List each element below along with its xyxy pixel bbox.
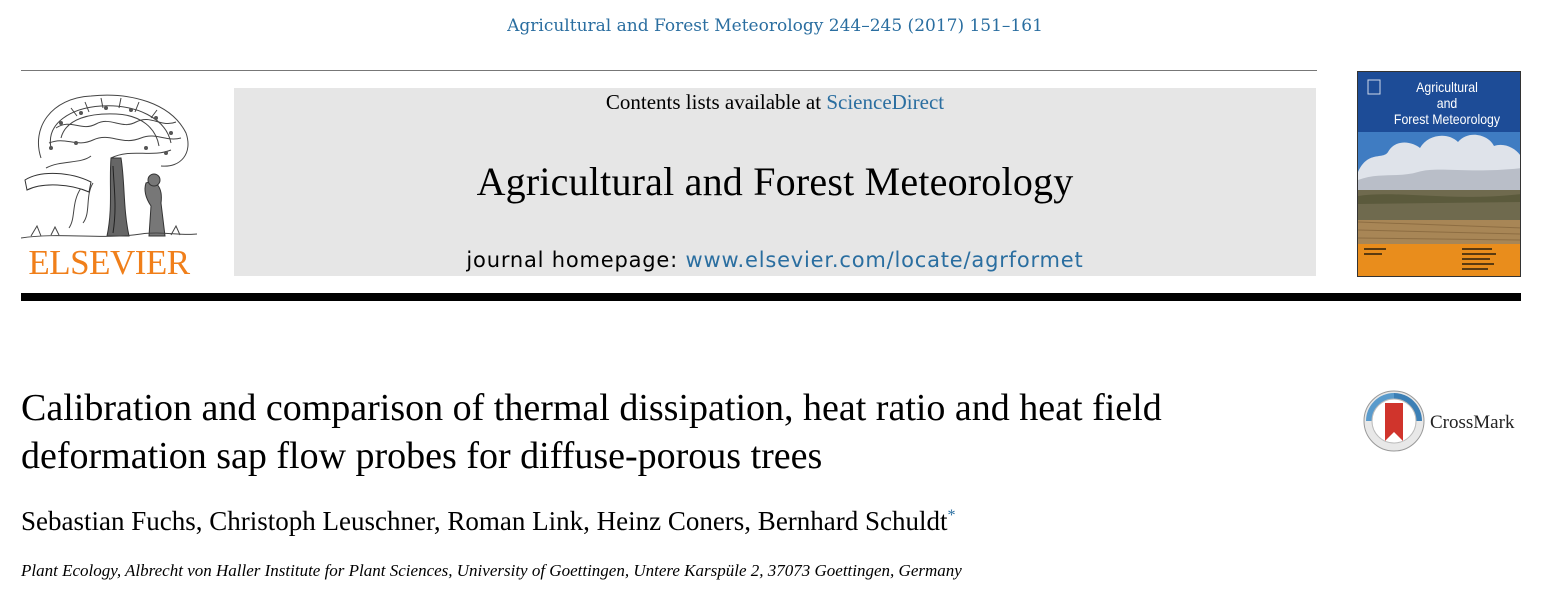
cover-title: Agricultural and Forest Meteorology [1381, 79, 1513, 127]
journal-header: Contents lists available at ScienceDirec… [234, 88, 1316, 276]
sciencedirect-link[interactable]: ScienceDirect [826, 90, 945, 114]
journal-citation[interactable]: Agricultural and Forest Meteorology 244–… [507, 16, 1043, 36]
cover-title-line2: and [1436, 95, 1458, 111]
authors-names: Sebastian Fuchs, Christoph Leuschner, Ro… [21, 506, 948, 536]
contents-prefix: Contents lists available at [605, 90, 827, 114]
cover-title-line1: Agricultural [1416, 79, 1478, 95]
journal-title: Agricultural and Forest Meteorology [476, 159, 1074, 204]
journal-cover[interactable]: Agricultural and Forest Meteorology [1357, 71, 1521, 277]
author-affiliation: Plant Ecology, Albrecht von Haller Insti… [21, 561, 962, 580]
cover-title-line3: Forest Meteorology [1393, 111, 1501, 127]
journal-homepage-link[interactable]: www.elsevier.com/locate/agrformet [685, 248, 1084, 272]
top-divider [21, 70, 1317, 71]
article-title: Calibration and comparison of thermal di… [21, 384, 1341, 480]
cover-landscape-icon [1358, 72, 1520, 276]
crossmark-badge[interactable]: CrossMark [1362, 389, 1532, 455]
elsevier-logo[interactable]: ELSEVIER [20, 88, 198, 282]
article-title-line2: deformation sap flow probes for diffuse-… [21, 435, 823, 477]
corresponding-author-marker[interactable]: * [947, 507, 956, 524]
author-list: Sebastian Fuchs, Christoph Leuschner, Ro… [21, 506, 956, 537]
elsevier-wordmark: ELSEVIER [28, 243, 190, 282]
homepage-prefix: journal homepage: [466, 248, 686, 272]
article-title-line1: Calibration and comparison of thermal di… [21, 387, 1162, 429]
elsevier-tree-icon [20, 94, 198, 239]
crossmark-label: CrossMark [1430, 412, 1515, 433]
crossmark-icon [1363, 390, 1425, 452]
homepage-line: journal homepage: www.elsevier.com/locat… [234, 248, 1316, 272]
contents-line: Contents lists available at ScienceDirec… [234, 90, 1316, 115]
header-thick-divider [21, 293, 1521, 301]
